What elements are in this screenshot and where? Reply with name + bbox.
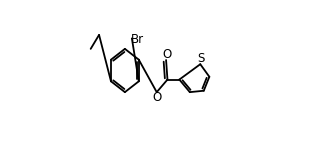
Text: Br: Br (131, 33, 144, 46)
Text: O: O (162, 48, 171, 61)
Text: O: O (153, 91, 162, 104)
Text: S: S (197, 52, 205, 65)
